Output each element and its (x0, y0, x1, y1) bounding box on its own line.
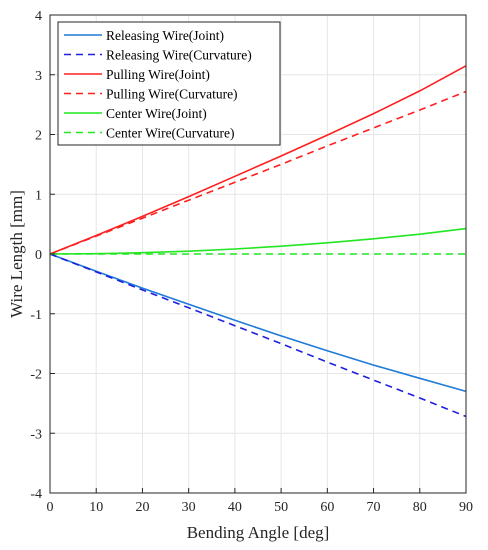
legend-label: Pulling Wire(Curvature) (106, 87, 238, 102)
x-tick-label: 90 (459, 500, 473, 515)
y-tick-label: -1 (30, 308, 42, 323)
x-tick-label: 60 (320, 500, 334, 515)
legend-label: Center Wire(Joint) (106, 106, 207, 121)
x-tick-label: 30 (182, 500, 196, 515)
y-tick-label: 4 (35, 9, 42, 24)
series-line-pulling-wire-joint (49, 65, 467, 255)
series-line-releasing-wire-curvature (49, 253, 467, 418)
y-tick-label: 1 (35, 188, 42, 203)
series-line-center-wire-joint (49, 227, 467, 255)
y-axis-label: Wire Length [mm] (7, 190, 26, 318)
x-tick-label: 0 (47, 500, 54, 515)
x-tick-label: 40 (228, 500, 242, 515)
series-line-pulling-wire-curvature (49, 90, 467, 255)
ticks: 0 10 20 30 40 50 60 70 80 90 -4 -3 -2 -1 0 1 2 3 4 (30, 9, 473, 515)
y-tick-label: -2 (30, 368, 42, 383)
legend: Releasing Wire(Joint) Releasing Wire(Curv… (57, 21, 281, 146)
y-tick-label: 2 (35, 129, 42, 144)
series-lines (49, 65, 467, 418)
y-tick-label: -3 (30, 427, 42, 442)
x-tick-label: 70 (367, 500, 381, 515)
legend-label: Pulling Wire(Joint) (106, 67, 210, 82)
series-line-releasing-wire-joint (49, 253, 467, 393)
x-tick-label: 10 (89, 500, 103, 515)
x-tick-label: 50 (274, 500, 288, 515)
x-tick-label: 80 (413, 500, 427, 515)
legend-label: Releasing Wire(Curvature) (106, 48, 252, 63)
x-tick-label: 20 (135, 500, 149, 515)
legend-box (57, 21, 281, 146)
x-axis-label: Bending Angle [deg] (187, 523, 330, 542)
y-tick-label: -4 (30, 487, 42, 502)
y-tick-label: 0 (35, 248, 42, 263)
legend-label: Center Wire(Curvature) (106, 126, 235, 141)
legend-label: Releasing Wire(Joint) (106, 28, 224, 43)
y-tick-label: 3 (35, 69, 42, 84)
